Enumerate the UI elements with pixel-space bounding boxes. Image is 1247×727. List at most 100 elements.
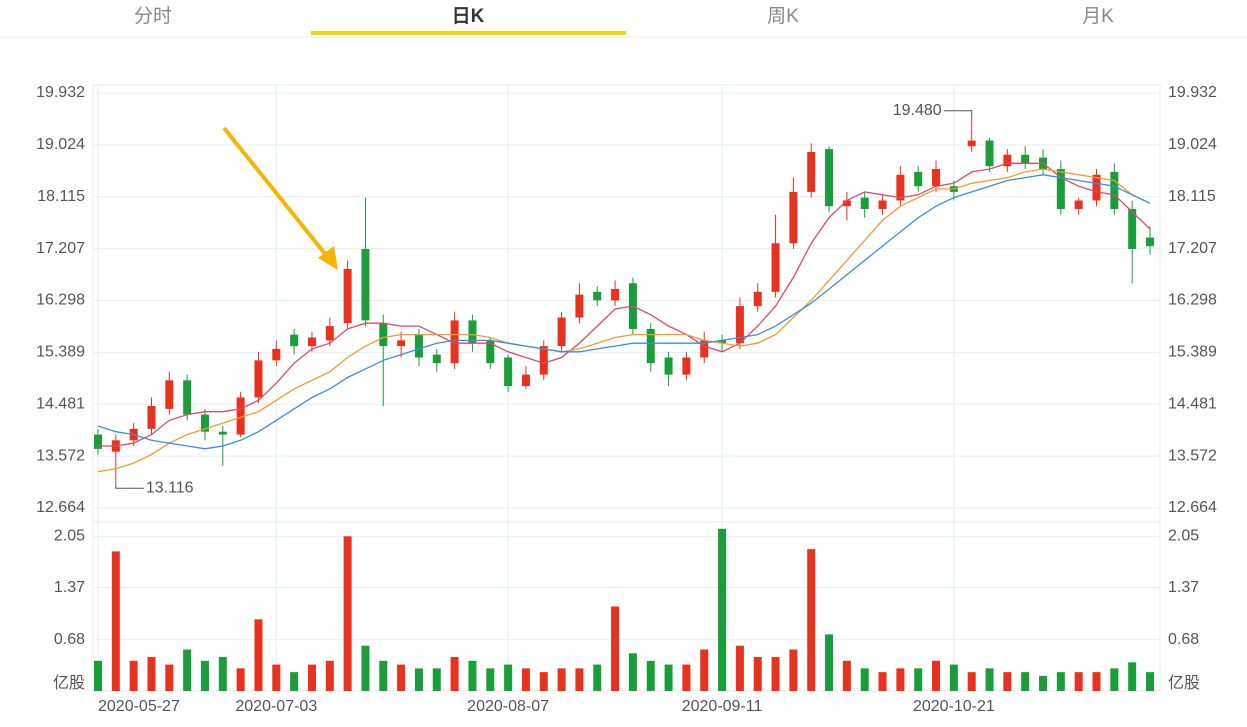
volume-bar (807, 549, 816, 691)
volume-bar (129, 660, 138, 691)
volume-bar (486, 668, 495, 691)
candle-body (504, 357, 513, 387)
volume-bar (521, 668, 530, 691)
candle-body (825, 149, 834, 207)
y-tick-label-right: 13.572 (1168, 447, 1217, 464)
volume-bar (967, 672, 976, 691)
volume-bar (664, 664, 673, 691)
y-tick-label: 19.024 (36, 136, 85, 153)
volume-bar (218, 657, 227, 691)
v-tick-label-right: 0.68 (1168, 631, 1199, 648)
moving-average (98, 162, 1151, 447)
y-tick-label: 19.932 (36, 84, 85, 101)
tab-intraday[interactable]: 分时 (134, 5, 172, 27)
volume-bar (557, 668, 566, 691)
high-label: 19.480 (893, 102, 942, 119)
volume-bar (307, 664, 316, 691)
volume-bar (1021, 672, 1030, 691)
candle-body (165, 380, 174, 409)
y-tick-label: 14.481 (36, 395, 85, 412)
candle-body (557, 317, 566, 347)
volume-bar (183, 649, 192, 691)
tab-indicator (311, 31, 626, 35)
volume-bar (860, 668, 869, 691)
candle-body (1003, 154, 1012, 167)
volume-bar (1146, 672, 1154, 691)
candle-body (807, 151, 816, 192)
volume-bar (539, 672, 548, 691)
volume-bar (932, 660, 941, 691)
candle-body (718, 340, 727, 344)
candle-body (700, 340, 709, 358)
volume-bar (343, 536, 352, 691)
candle-body (450, 320, 459, 364)
volume-bar (200, 660, 209, 691)
candle-body (682, 357, 691, 375)
candle-body (183, 380, 192, 415)
volume-unit: 亿股 (53, 674, 85, 692)
candle-body (1056, 169, 1065, 210)
y-tick-label: 16.298 (36, 292, 85, 309)
volume-bar (771, 657, 780, 691)
candle-body (1021, 154, 1030, 164)
volume-bar (628, 653, 637, 691)
x-tick-label: 2020-10-21 (913, 698, 995, 715)
low-pointer (115, 482, 144, 489)
x-tick-label: 2020-05-27 (98, 698, 180, 715)
tab-daily[interactable]: 日K (452, 6, 485, 27)
candle-body (664, 357, 673, 375)
candle-body (1074, 200, 1083, 210)
tab-monthly[interactable]: 月K (1082, 6, 1114, 27)
candle-body (414, 334, 423, 358)
volume-bar (1056, 672, 1065, 691)
volume-bar (611, 606, 620, 691)
volume-bar (165, 664, 174, 691)
y-tick-label: 17.207 (36, 240, 85, 257)
candle-body (521, 374, 530, 387)
candle-body (94, 434, 102, 449)
candle-body (575, 294, 584, 318)
candle-body (343, 268, 352, 324)
volume-bar (414, 668, 423, 691)
y-tick-label: 12.664 (36, 499, 85, 516)
moving-average (97, 174, 1151, 450)
candle-body (307, 337, 316, 347)
volume-bar (1039, 675, 1048, 691)
x-tick-label: 2020-07-03 (235, 698, 317, 715)
candle-body (486, 340, 495, 364)
candle-body (236, 397, 245, 435)
tab-weekly[interactable]: 周K (767, 6, 799, 27)
candle-body (914, 171, 923, 187)
volume-bar (682, 664, 691, 691)
volume-bar (789, 649, 798, 691)
candle-body (753, 291, 762, 307)
volume-bar (272, 664, 281, 691)
y-tick-label-right: 19.024 (1168, 136, 1217, 153)
candle-body (254, 360, 263, 398)
volume-bar (468, 660, 477, 691)
high-pointer (943, 110, 973, 119)
candle-body (593, 291, 602, 301)
volume-bar (1003, 672, 1012, 691)
candle-body (272, 348, 281, 361)
candle-body (290, 334, 299, 347)
volume-bar (361, 645, 370, 691)
v-tick-label: 0.68 (54, 631, 85, 648)
candle-body (896, 174, 905, 201)
candle-body (468, 320, 477, 344)
candle-body (771, 243, 780, 292)
candle-body (967, 140, 976, 147)
y-tick-label: 18.115 (37, 188, 85, 205)
volume-bar (878, 672, 887, 691)
x-tick-label: 2020-08-07 (467, 698, 549, 715)
candle-body (789, 191, 798, 244)
y-tick-label: 15.389 (36, 344, 85, 361)
candle-body (147, 406, 156, 429)
volume-bar (700, 649, 709, 691)
volume-bar (718, 528, 727, 691)
candle-body (611, 288, 620, 301)
volume-bar (290, 672, 299, 691)
candle-body (218, 431, 227, 435)
volume-bar (1092, 672, 1101, 691)
candle-body (1110, 171, 1119, 210)
